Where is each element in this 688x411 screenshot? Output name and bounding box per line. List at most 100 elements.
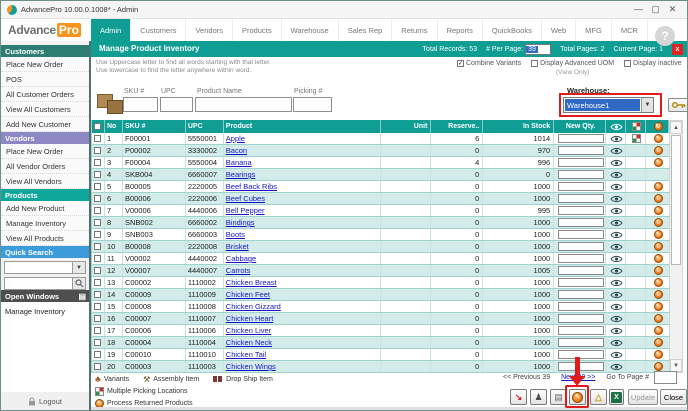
- new-qty-input[interactable]: [557, 266, 604, 275]
- chevron-down-icon[interactable]: ▼: [73, 261, 86, 274]
- sku-search-input[interactable]: [123, 97, 158, 112]
- process-returns-icon[interactable]: ↻: [654, 326, 664, 335]
- new-qty-input[interactable]: [557, 206, 604, 215]
- row-checkbox[interactable]: [94, 291, 102, 298]
- nav-item-admin[interactable]: Admin: [90, 19, 132, 41]
- sidebar-item[interactable]: Place New Order: [1, 57, 89, 72]
- view-details-icon[interactable]: [610, 363, 623, 371]
- view-details-icon[interactable]: [610, 327, 623, 335]
- new-qty-input[interactable]: [557, 218, 604, 227]
- new-qty-input[interactable]: [557, 194, 604, 203]
- new-qty-input[interactable]: [557, 326, 604, 335]
- row-checkbox[interactable]: [94, 135, 102, 142]
- stamp-button[interactable]: ♟: [530, 389, 547, 405]
- row-checkbox[interactable]: [94, 207, 102, 214]
- product-link[interactable]: Banana: [225, 158, 252, 167]
- new-qty-input[interactable]: [557, 278, 604, 287]
- view-details-icon[interactable]: [610, 267, 623, 275]
- process-returns-icon[interactable]: ↻: [654, 134, 664, 143]
- close-page-button[interactable]: x: [672, 43, 683, 55]
- nav-item-returns[interactable]: Returns: [392, 19, 438, 41]
- row-checkbox[interactable]: [94, 327, 102, 334]
- view-details-icon[interactable]: [610, 159, 623, 167]
- view-details-icon[interactable]: [610, 315, 623, 323]
- quick-search-input[interactable]: [4, 277, 73, 290]
- row-checkbox[interactable]: [94, 159, 102, 166]
- new-qty-input[interactable]: [557, 170, 604, 179]
- product-link[interactable]: Chicken Breast: [225, 278, 277, 287]
- product-link[interactable]: Beef Cubes: [225, 194, 265, 203]
- new-qty-input[interactable]: [557, 350, 604, 359]
- view-details-icon[interactable]: [610, 279, 623, 287]
- update-button[interactable]: Update: [628, 389, 658, 405]
- table-scrollbar[interactable]: ▲ ▼: [669, 120, 683, 373]
- print-button[interactable]: ▤: [550, 389, 567, 405]
- product-link[interactable]: Bell Pepper: [225, 206, 265, 215]
- sidebar-item[interactable]: View All Vendors: [1, 174, 89, 189]
- nav-item-warehouse[interactable]: Warehouse: [282, 19, 339, 41]
- nav-item-products[interactable]: Products: [233, 19, 282, 41]
- process-returns-icon[interactable]: ↻: [654, 338, 664, 347]
- quick-search-dropdown[interactable]: [4, 261, 73, 274]
- new-qty-input[interactable]: [557, 254, 604, 263]
- nav-item-mfg[interactable]: MFG: [576, 19, 612, 41]
- process-returns-icon[interactable]: ↻: [654, 146, 664, 155]
- product-link[interactable]: Boots: [225, 230, 245, 239]
- product-name-search-input[interactable]: [195, 97, 292, 112]
- new-qty-input[interactable]: [557, 314, 604, 323]
- row-checkbox[interactable]: [94, 339, 102, 346]
- view-details-icon[interactable]: [610, 195, 623, 203]
- process-returns-icon[interactable]: ↻: [654, 278, 664, 287]
- labels-button[interactable]: △: [590, 389, 607, 405]
- combine-variants-checkbox[interactable]: ✓: [457, 60, 464, 67]
- new-qty-input[interactable]: [557, 362, 604, 371]
- process-returns-icon[interactable]: ↻: [654, 290, 664, 299]
- sidebar-item[interactable]: Add New Product: [1, 201, 89, 216]
- new-qty-input[interactable]: [557, 158, 604, 167]
- warehouse-lookup-button[interactable]: [668, 98, 687, 112]
- previous-page-link[interactable]: << Previous 39: [503, 374, 551, 381]
- product-link[interactable]: Chicken Liver: [225, 326, 272, 335]
- row-checkbox[interactable]: [94, 231, 102, 238]
- quick-adjust-button[interactable]: ✎: [569, 389, 586, 405]
- view-details-icon[interactable]: [610, 303, 623, 311]
- close-button[interactable]: ✕: [668, 4, 677, 14]
- process-returns-icon[interactable]: ↻: [654, 302, 664, 311]
- process-returns-icon[interactable]: ↻: [654, 314, 664, 323]
- new-qty-input[interactable]: [557, 338, 604, 347]
- sidebar-item[interactable]: All Vendor Orders: [1, 159, 89, 174]
- row-checkbox[interactable]: [94, 171, 102, 178]
- product-link[interactable]: Carrots: [225, 266, 251, 275]
- process-returns-icon[interactable]: ↻: [654, 254, 664, 263]
- row-checkbox[interactable]: [94, 267, 102, 274]
- process-returns-icon[interactable]: ↻: [654, 158, 664, 167]
- row-checkbox[interactable]: [94, 255, 102, 262]
- new-qty-input[interactable]: [557, 230, 604, 239]
- nav-item-sales-rep[interactable]: Sales Rep: [339, 19, 393, 41]
- minimize-button[interactable]: —: [634, 4, 643, 14]
- product-link[interactable]: Cabbage: [225, 254, 257, 263]
- nav-item-web[interactable]: Web: [542, 19, 577, 41]
- row-checkbox[interactable]: [94, 195, 102, 202]
- search-icon[interactable]: [73, 277, 86, 290]
- sidebar-item[interactable]: POS: [1, 72, 89, 87]
- display-inactive-checkbox[interactable]: [624, 60, 632, 67]
- view-details-icon[interactable]: [610, 351, 623, 359]
- view-details-icon[interactable]: [610, 207, 623, 215]
- view-details-icon[interactable]: [610, 291, 623, 299]
- sidebar-item[interactable]: Manage Inventory: [1, 216, 89, 231]
- product-link[interactable]: Chicken Gizzard: [225, 302, 281, 311]
- process-returns-icon[interactable]: ↻: [654, 182, 664, 191]
- new-qty-input[interactable]: [557, 302, 604, 311]
- export-excel-button[interactable]: X: [609, 389, 624, 405]
- picking-search-input[interactable]: [293, 97, 332, 112]
- nav-item-quickbooks[interactable]: QuickBooks: [483, 19, 542, 41]
- logout-button[interactable]: Logout: [1, 392, 89, 410]
- chevron-down-icon[interactable]: ▼: [641, 98, 653, 112]
- process-returns-icon[interactable]: ↻: [654, 362, 664, 371]
- product-link[interactable]: Chicken Feet: [225, 290, 270, 299]
- view-details-icon[interactable]: [610, 147, 623, 155]
- row-checkbox[interactable]: [94, 243, 102, 250]
- row-checkbox[interactable]: [94, 303, 102, 310]
- sidebar-item[interactable]: Add New Customer: [1, 117, 89, 132]
